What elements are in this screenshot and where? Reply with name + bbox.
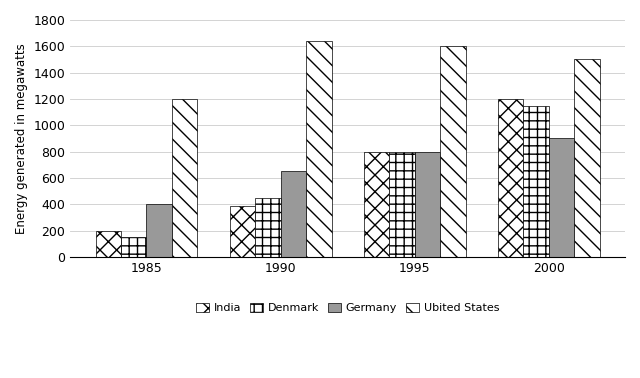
Bar [172,99,197,257]
Bar [389,152,415,257]
Bar [121,237,147,257]
Bar [549,138,574,257]
Y-axis label: Energy generated in megawatts: Energy generated in megawatts [15,43,28,234]
Bar [524,105,549,257]
Bar [280,171,306,257]
Bar [95,231,121,257]
Bar [364,152,389,257]
Bar [574,59,600,257]
Bar [230,206,255,257]
Legend: India, Denmark, Germany, Ubited States: India, Denmark, Germany, Ubited States [191,298,504,318]
Bar [498,99,524,257]
Bar [306,41,332,257]
Bar [147,204,172,257]
Bar [440,46,466,257]
Bar [415,152,440,257]
Bar [255,198,280,257]
